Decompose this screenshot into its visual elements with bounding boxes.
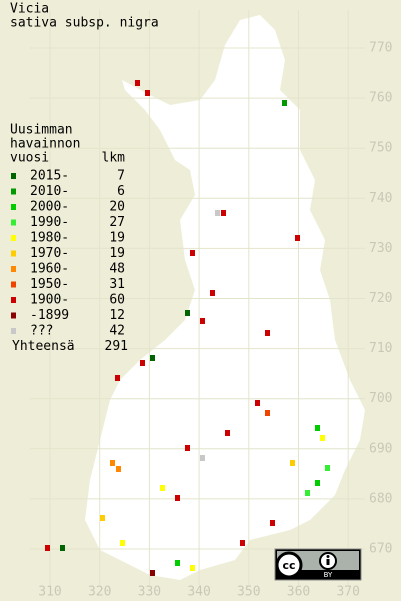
legend-swatch bbox=[11, 297, 16, 303]
legend-count: 19 bbox=[109, 246, 125, 261]
y-grid-label: 700 bbox=[369, 391, 392, 406]
total-label: Yhteensä bbox=[12, 339, 75, 354]
legend-swatch bbox=[11, 173, 16, 179]
observation-squares bbox=[45, 80, 330, 576]
legend-heading: Uusimman bbox=[10, 123, 73, 138]
legend-count: 27 bbox=[109, 215, 125, 230]
legend-swatch bbox=[11, 328, 16, 334]
legend-count: 19 bbox=[109, 231, 125, 246]
y-grid-label: 770 bbox=[369, 41, 392, 56]
legend-label: 2015- bbox=[30, 169, 69, 184]
title: Vicia bbox=[10, 2, 49, 17]
license-badge: cc BY bbox=[274, 548, 362, 581]
legend-count: 42 bbox=[109, 324, 125, 339]
y-grid-label: 680 bbox=[369, 491, 392, 506]
badge-text: BY bbox=[324, 571, 333, 579]
legend-swatch bbox=[11, 219, 16, 226]
y-grid-label: 670 bbox=[369, 542, 392, 557]
legend-label: 1990- bbox=[30, 215, 69, 230]
legend-heading: vuosi bbox=[10, 151, 49, 166]
title: sativa subsp. nigra bbox=[10, 16, 159, 31]
legend-label: 1950- bbox=[30, 277, 69, 292]
legend-count-heading: lkm bbox=[102, 151, 126, 166]
legend-swatch bbox=[11, 235, 16, 241]
legend-label: -1899 bbox=[30, 308, 69, 323]
legend-heading: havainnon bbox=[10, 137, 80, 152]
x-grid-label: 320 bbox=[88, 585, 111, 600]
legend-count: 48 bbox=[109, 262, 125, 277]
y-grid-label: 690 bbox=[369, 441, 392, 456]
y-grid-label: 710 bbox=[369, 341, 392, 356]
legend-swatch bbox=[11, 312, 16, 319]
x-grid-label: 310 bbox=[38, 585, 61, 600]
x-grid-label: 330 bbox=[138, 585, 161, 600]
legend-count: 7 bbox=[117, 169, 125, 184]
legend-label: 1960- bbox=[30, 262, 69, 277]
x-grid-label: 360 bbox=[287, 585, 310, 600]
x-grid-label: 350 bbox=[237, 585, 260, 600]
legend-label: 2010- bbox=[30, 184, 69, 199]
total-count: 291 bbox=[105, 339, 128, 354]
x-grid-label: 370 bbox=[336, 585, 359, 600]
y-grid-label: 720 bbox=[369, 291, 392, 306]
legend-swatch bbox=[11, 281, 16, 288]
legend-count: 60 bbox=[109, 293, 125, 308]
x-grid-label: 340 bbox=[187, 585, 210, 600]
legend-label: 1970- bbox=[30, 246, 69, 261]
legend-label: ??? bbox=[30, 324, 53, 339]
land bbox=[85, 15, 365, 580]
legend-swatch bbox=[11, 204, 16, 210]
svg-text:cc: cc bbox=[282, 559, 295, 572]
legend-count: 12 bbox=[109, 308, 125, 323]
legend-swatch bbox=[11, 250, 16, 257]
legend-label: 1900- bbox=[30, 293, 69, 308]
legend-swatch bbox=[11, 188, 16, 195]
legend-label: 1980- bbox=[30, 231, 69, 246]
legend-count: 31 bbox=[109, 277, 125, 292]
legend-count: 6 bbox=[117, 184, 125, 199]
y-grid-label: 730 bbox=[369, 241, 392, 256]
legend-count: 20 bbox=[109, 200, 125, 215]
y-grid-label: 740 bbox=[369, 191, 392, 206]
y-grid-label: 750 bbox=[369, 141, 392, 156]
y-grid-label: 760 bbox=[369, 91, 392, 106]
grid bbox=[30, 10, 365, 585]
legend-label: 2000- bbox=[30, 200, 69, 215]
legend-swatch bbox=[11, 266, 16, 272]
